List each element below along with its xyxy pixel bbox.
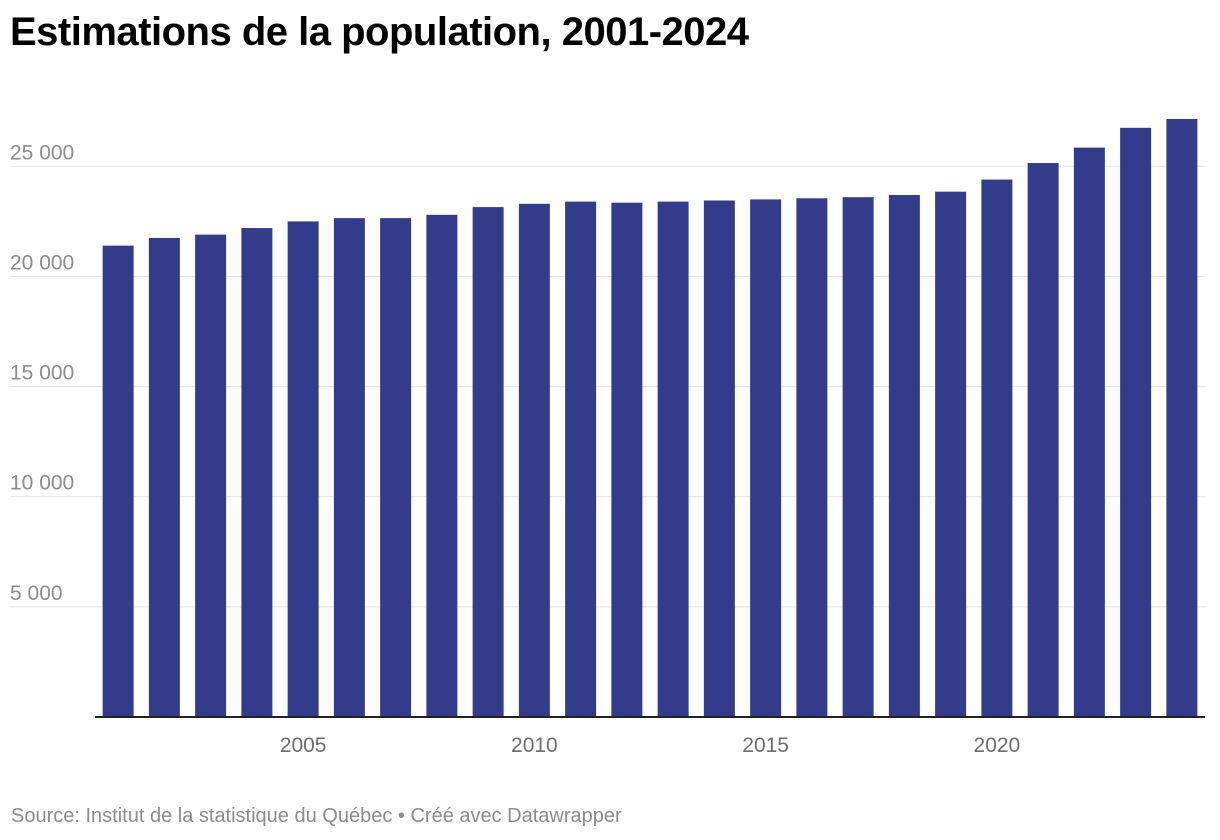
bar-2007 — [380, 218, 412, 717]
source-text: Source: Institut de la statistique du Qu… — [11, 805, 393, 827]
credit-text: Créé avec Datawrapper — [410, 805, 622, 827]
bar-2009 — [472, 207, 504, 717]
bar-2022 — [1073, 147, 1105, 717]
bar-2021 — [1027, 163, 1059, 717]
x-tick-label: 2010 — [511, 734, 558, 757]
chart-footer: Source: Institut de la statistique du Qu… — [11, 805, 622, 828]
y-tick-label: 15 000 — [10, 362, 74, 385]
gridlines — [10, 165, 1205, 608]
bar-2003 — [195, 234, 227, 717]
bar-2020 — [981, 179, 1013, 717]
bar-2010 — [518, 203, 550, 718]
bar-2014 — [703, 200, 735, 718]
bar-2006 — [333, 218, 365, 717]
bar-2008 — [426, 214, 458, 718]
bars — [102, 119, 1198, 718]
x-tick-label: 2020 — [974, 734, 1021, 757]
bar-2016 — [796, 198, 828, 717]
bar-2019 — [935, 191, 967, 718]
bar-2002 — [148, 237, 180, 718]
tick-labels: 5 000 10 000 15 000 20 000 25 000 2005 2010 201… — [10, 141, 1020, 757]
bar-2001 — [102, 245, 134, 717]
y-tick-label: 5 000 — [10, 582, 63, 605]
bar-2012 — [611, 202, 643, 717]
bar-2011 — [565, 201, 597, 717]
bar-2015 — [750, 199, 782, 717]
bar-2013 — [657, 201, 689, 717]
bar-2023 — [1120, 127, 1152, 718]
chart-title: Estimations de la population, 2001-2024 — [10, 10, 749, 54]
x-tick-label: 2005 — [280, 734, 327, 757]
y-tick-label: 25 000 — [10, 141, 74, 164]
footer-separator: • — [392, 805, 411, 827]
y-tick-label: 20 000 — [10, 251, 74, 274]
bar-2005 — [287, 221, 319, 717]
bar-2004 — [241, 228, 273, 717]
bar-2017 — [842, 197, 874, 717]
bar-2018 — [888, 194, 920, 717]
x-tick-label: 2015 — [742, 734, 789, 757]
y-tick-label: 10 000 — [10, 472, 74, 495]
bar-2024 — [1166, 119, 1198, 717]
